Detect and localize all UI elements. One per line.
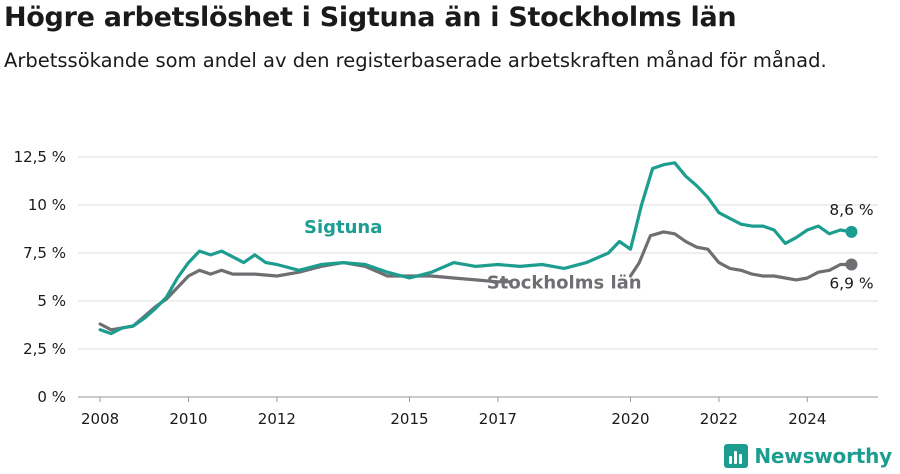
x-tick-label: 2022 [700, 410, 738, 428]
x-tick-label: 2015 [390, 410, 428, 428]
y-tick-label: 5 % [37, 292, 66, 310]
y-tick-label: 7,5 % [23, 244, 66, 262]
end-value-label-sigtuna: 8,6 % [829, 201, 873, 219]
end-point-sigtuna [845, 225, 858, 238]
x-axis-ticks: 2008 2010 2012 2015 2017 2020 2022 2024 [81, 397, 826, 428]
chart-subtitle: Arbetssökande som andel av den registerb… [4, 49, 827, 72]
series-lines [98, 161, 858, 336]
brand-name: Newsworthy [754, 444, 892, 468]
x-tick-label: 2008 [81, 410, 119, 428]
y-tick-label: 0 % [37, 388, 66, 406]
chart-title: Högre arbetslöshet i Sigtuna än i Stockh… [4, 2, 737, 33]
end-value-label-stockholms-län: 6,9 % [829, 275, 873, 293]
newsworthy-logo-icon [724, 444, 749, 468]
series-line-sigtuna [98, 161, 854, 336]
y-axis-ticks: 0 % 2,5 % 5 % 7,5 % 10 % 12,5 % [14, 148, 66, 406]
series-line-stockholms-län [98, 230, 854, 332]
x-tick-label: 2020 [611, 410, 649, 428]
y-tick-label: 2,5 % [23, 340, 66, 358]
series-name-label-sigtuna: Sigtuna [304, 217, 382, 238]
end-point-stockholms-län [845, 258, 858, 271]
brand-footer: Newsworthy [724, 444, 892, 468]
x-tick-label: 2010 [169, 410, 207, 428]
x-tick-label: 2017 [479, 410, 517, 428]
gridlines [78, 156, 878, 398]
series-name-label-stockholms-län: Stockholms län [487, 273, 642, 294]
x-tick-label: 2024 [788, 410, 826, 428]
y-tick-label: 10 % [28, 196, 66, 214]
series-labels: 6,9 % 8,6 % Stockholms län Sigtuna [304, 201, 874, 294]
x-tick-label: 2012 [258, 410, 296, 428]
y-tick-label: 12,5 % [14, 148, 66, 166]
